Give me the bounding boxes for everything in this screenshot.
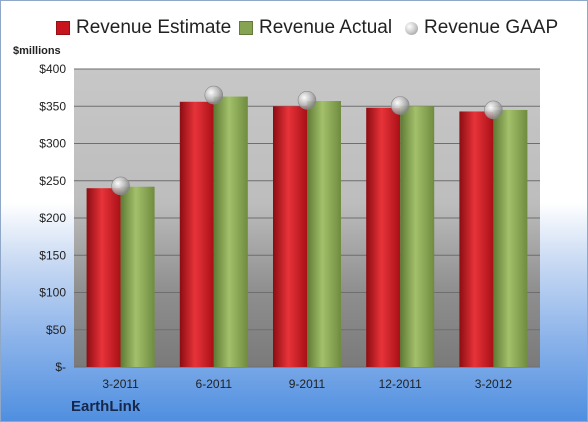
marker-revenue-gaap bbox=[297, 90, 317, 110]
y-tick-label: $- bbox=[55, 360, 66, 374]
bar-revenue-actual bbox=[493, 109, 528, 367]
bar-revenue-actual bbox=[307, 101, 341, 367]
x-tick-label: 6-2011 bbox=[196, 377, 233, 391]
x-axis-ticks: 3-2011 6-2011 9-2011 12-2011 3-2012 bbox=[102, 377, 512, 391]
bar-revenue-estimate bbox=[273, 106, 307, 367]
x-tick-label: 3-2012 bbox=[475, 377, 513, 391]
y-tick-label: $150 bbox=[39, 248, 66, 262]
legend-estimate: Revenue Estimate bbox=[56, 15, 231, 41]
marker-revenue-gaap bbox=[111, 176, 130, 196]
x-tick-label: 9-2011 bbox=[289, 377, 326, 391]
y-tick-label: $400 bbox=[39, 62, 66, 76]
bar-revenue-actual bbox=[120, 186, 155, 367]
legend-gaap: Revenue GAAP bbox=[405, 15, 558, 41]
y-tick-label: $350 bbox=[39, 99, 66, 113]
bar-revenue-estimate bbox=[366, 107, 401, 368]
y-tick-label: $200 bbox=[39, 211, 66, 225]
legend-swatch-estimate bbox=[56, 21, 70, 35]
legend-swatch-gaap bbox=[405, 21, 418, 35]
legend-swatch-actual bbox=[239, 21, 253, 35]
x-tick-label: 12-2011 bbox=[379, 377, 422, 391]
legend-actual: Revenue Actual bbox=[239, 15, 392, 41]
x-tick-label: 3-2011 bbox=[102, 377, 139, 391]
bars bbox=[86, 96, 528, 368]
y-tick-label: $300 bbox=[39, 137, 66, 151]
marker-revenue-gaap bbox=[390, 96, 410, 115]
bar-revenue-estimate bbox=[179, 101, 214, 367]
bar-revenue-actual bbox=[213, 96, 248, 367]
legend-label-estimate: Revenue Estimate bbox=[76, 17, 232, 38]
legend-label-gaap: Revenue GAAP bbox=[424, 17, 559, 38]
y-unit-label: $millions bbox=[13, 45, 61, 57]
company-name: EarthLink bbox=[71, 398, 141, 415]
y-tick-label: $250 bbox=[39, 174, 66, 188]
bar-revenue-estimate bbox=[86, 188, 121, 367]
legend: Revenue Estimate Revenue Actual Revenue … bbox=[1, 15, 587, 41]
marker-revenue-gaap bbox=[204, 85, 224, 105]
y-tick-label: $50 bbox=[46, 323, 66, 337]
gaap-markers bbox=[111, 85, 503, 196]
bar-revenue-actual bbox=[400, 106, 435, 367]
y-tick-label: $100 bbox=[39, 286, 66, 300]
marker-revenue-gaap bbox=[484, 100, 503, 120]
legend-label-actual: Revenue Actual bbox=[259, 17, 393, 38]
y-axis-ticks: $- $50 $100 $150 $200 $250 $300 $350 $400 bbox=[39, 62, 66, 374]
bar-revenue-estimate bbox=[459, 111, 494, 367]
